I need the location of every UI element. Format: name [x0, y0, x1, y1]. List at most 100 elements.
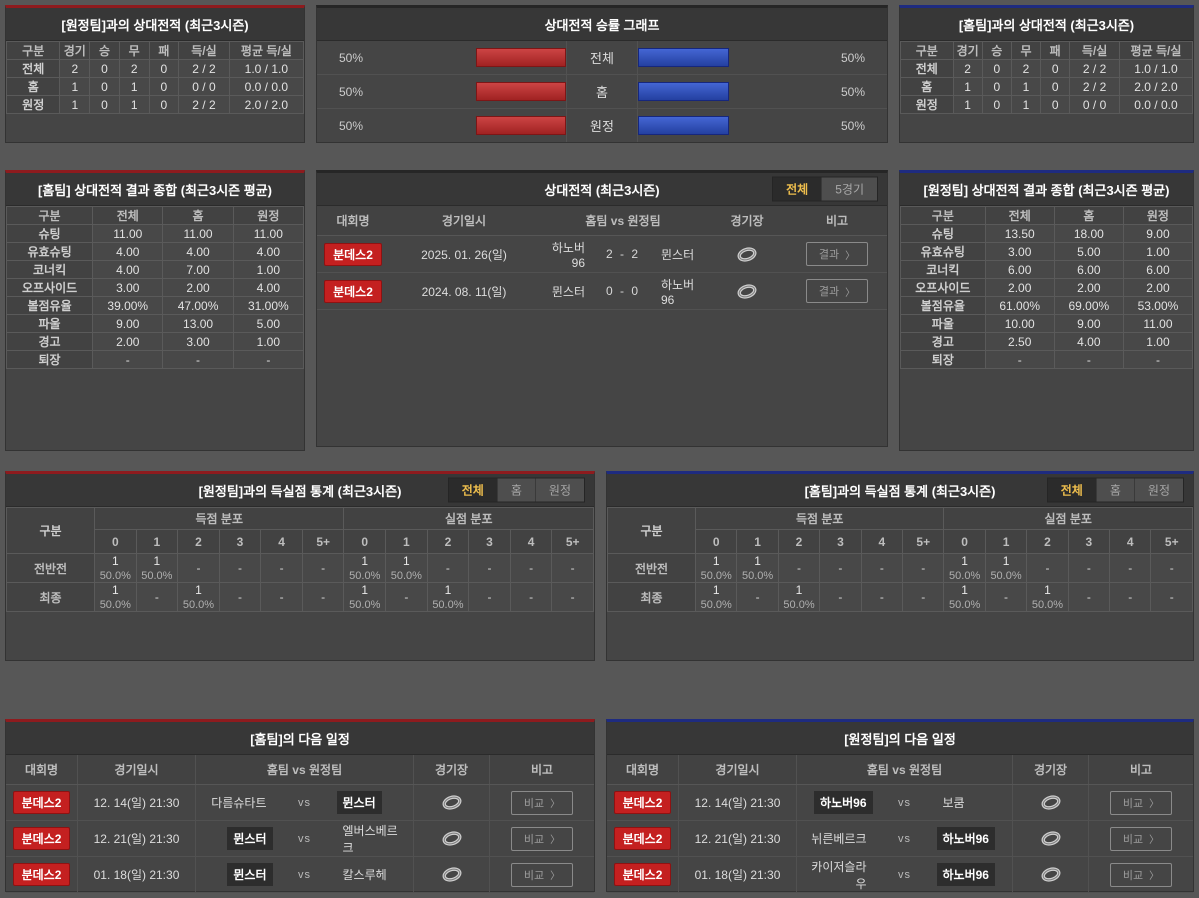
score-column-header: 5+ [902, 529, 945, 554]
column-header: 구분 [900, 206, 986, 225]
match-count: 1 [361, 554, 369, 568]
compare-button[interactable]: 비교 〉 [510, 826, 574, 851]
score-column-header: 2 [777, 529, 821, 554]
goal-dist-cell: 1 50.0% [984, 553, 1028, 583]
home-team: 뮌스터 [196, 863, 273, 886]
cell-value: 6.00 [984, 260, 1055, 279]
stadium-icon[interactable] [737, 283, 757, 299]
cell-value: 0 / 0 [178, 77, 230, 96]
tab-group: 전체 홈 원정 [1046, 477, 1184, 503]
match-row: 분데스2 2025. 01. 26(일) 하노버96 2 - 2 뮌스터 결과 〉 [317, 236, 887, 273]
cell-value: - [1122, 350, 1194, 369]
tab-home[interactable]: 홈 [1095, 478, 1134, 502]
goal-dist-cell: - [260, 582, 303, 612]
goal-dist-cell: 1 50.0% [426, 582, 470, 612]
compare-button[interactable]: 비교 〉 [1109, 826, 1173, 851]
league-badge: 분데스2 [324, 242, 382, 266]
cell-value: - [92, 350, 164, 369]
column-header: 홈 [1053, 206, 1124, 225]
column-header: 패 [148, 41, 180, 60]
column-header: 승 [89, 41, 120, 60]
cell-value: 1 [952, 77, 983, 96]
compare-button[interactable]: 비교 〉 [510, 862, 574, 887]
compare-button[interactable]: 비교 〉 [510, 790, 574, 815]
tab-home[interactable]: 홈 [496, 478, 535, 502]
percentage: 50.0% [700, 599, 732, 611]
row-label: 경고 [5, 332, 94, 351]
cell-value: 6.00 [1122, 260, 1194, 279]
away-win-bar [638, 82, 729, 101]
score-column-header: 0 [343, 529, 387, 554]
compare-button[interactable]: 비교 〉 [1109, 862, 1173, 887]
stadium-icon[interactable] [442, 795, 462, 810]
goal-dist-cell: - [135, 582, 179, 612]
cell-value: 1 [59, 77, 91, 96]
goal-dist-cell: 1 50.0% [777, 582, 821, 612]
row-label: 퇴장 [5, 350, 94, 369]
row-label: 원정 [5, 95, 61, 114]
cell-value: 53.00% [1122, 296, 1194, 315]
match-count: 1 [111, 554, 119, 568]
home-summary-table: 구분 전체 홈 원정 슈팅 11.00 11.00 11.00 유효슈팅 4.00 4.00 4.00… [5, 206, 305, 369]
table-row: 전체 2 0 2 0 2 / 2 1.0 / 1.0 [900, 59, 1194, 78]
panel-away-goal-stats: [원정팀]과의 득실점 통계 (최근3시즌) 전체 홈 원정 구분 득점 분포 실점 분… [5, 471, 595, 661]
score-column-header: 1 [385, 529, 428, 554]
stadium-icon[interactable] [737, 246, 757, 262]
list-header-row: 대회명 경기일시 홈팀 vs 원정팀 경기장 비고 [607, 755, 1193, 785]
row-label: 슈팅 [900, 224, 986, 243]
cell-value: 13.50 [984, 224, 1055, 243]
tab-all[interactable]: 전체 [1047, 478, 1096, 502]
match-count: 1 [444, 583, 452, 597]
tab-5games[interactable]: 5경기 [821, 177, 877, 201]
panel-title: [원정팀]과의 득실점 통계 (최근3시즌) [198, 483, 402, 499]
percentage: 50.0% [390, 570, 422, 582]
home-schedule-list: 대회명 경기일시 홈팀 vs 원정팀 경기장 비고 분데스2 12. 14(일) 21:30… [6, 755, 594, 893]
score-column-header: 1 [135, 529, 179, 554]
column-header: 평균 득/실 [228, 41, 305, 60]
tab-away[interactable]: 원정 [534, 478, 584, 502]
column-header: 경기 [952, 41, 983, 60]
percentage: 50.0% [349, 599, 381, 611]
goal-dist-cell: - [902, 553, 945, 583]
winrate-row: 50% 전체 50% [317, 41, 887, 75]
score-column-header: 4 [860, 529, 904, 554]
group-header: 득점 분포 [694, 507, 945, 530]
stadium-icon[interactable] [442, 867, 462, 882]
stadium-icon[interactable] [442, 831, 462, 846]
stadium-icon[interactable] [1041, 831, 1061, 846]
tab-all[interactable]: 전체 [773, 177, 822, 201]
winrate-category: 원정 [566, 109, 638, 142]
away-team: 엘버스베르크 [337, 819, 414, 859]
home-win-percent: 50% [338, 118, 364, 133]
tab-group: 전체 5경기 [772, 176, 878, 202]
score-column-header: 0 [94, 529, 137, 554]
tab-all[interactable]: 전체 [448, 478, 497, 502]
schedule-row: 분데스2 12. 21(일) 21:30 뉘른베르크 vs 하노버96 비교 〉 [607, 821, 1193, 857]
result-button[interactable]: 결과 〉 [805, 242, 869, 266]
cell-value: 10.00 [984, 314, 1055, 333]
panel-home-head-to-head: [홈팀]과의 상대전적 (최근3시즌) 구분 경기 승 무 패 득/실 평균 득/실 전체 2 0… [899, 5, 1194, 143]
compare-button[interactable]: 비교 〉 [1109, 790, 1173, 815]
match-count: 1 [1044, 583, 1051, 597]
goal-dist-table: 구분 득점 분포 실점 분포 0 1 2 3 4 5+ 0 1 2 3 4 5+ 전반전 1 50.0% 1 50.0… [6, 507, 594, 612]
stadium-icon[interactable] [1041, 867, 1061, 882]
schedule-row: 분데스2 01. 18(일) 21:30 뮌스터 vs 칼스루헤 비교 〉 [6, 857, 594, 893]
panel-winrate-chart: 상대전적 승률 그래프 50% 전체 50% 50% 홈 50% 50% 원정 50% [316, 5, 888, 143]
cell-value: 1.0 / 1.0 [1118, 59, 1194, 78]
goal-dist-cell: - [426, 553, 470, 583]
score-column-header: 3 [468, 529, 511, 554]
match-teams: 하노버96 2 - 2 뮌스터 [539, 236, 707, 273]
panel-h2h-matches: 상대전적 (최근3시즌) 전체 5경기 대회명 경기일시 홈팀 vs 원정팀 경기장 비고… [316, 170, 888, 447]
stadium-icon[interactable] [1041, 795, 1061, 810]
header-row: 구분 전체 홈 원정 [5, 206, 305, 225]
match-row: 분데스2 2024. 08. 11(일) 뮌스터 0 - 0 하노버96 결과 〉 [317, 273, 887, 310]
result-button[interactable]: 결과 〉 [805, 279, 869, 303]
group-header: 실점 분포 [943, 507, 1193, 530]
table-row: 오프사이드 3.00 2.00 4.00 [5, 278, 305, 297]
button-label: 비교 [1122, 833, 1144, 846]
home-bar-area [385, 75, 566, 108]
tab-away[interactable]: 원정 [1133, 478, 1183, 502]
datetime-column-header: 경기일시 [78, 755, 196, 784]
row-label: 퇴장 [900, 350, 986, 369]
goal-dist-cell: 1 50.0% [177, 582, 220, 612]
